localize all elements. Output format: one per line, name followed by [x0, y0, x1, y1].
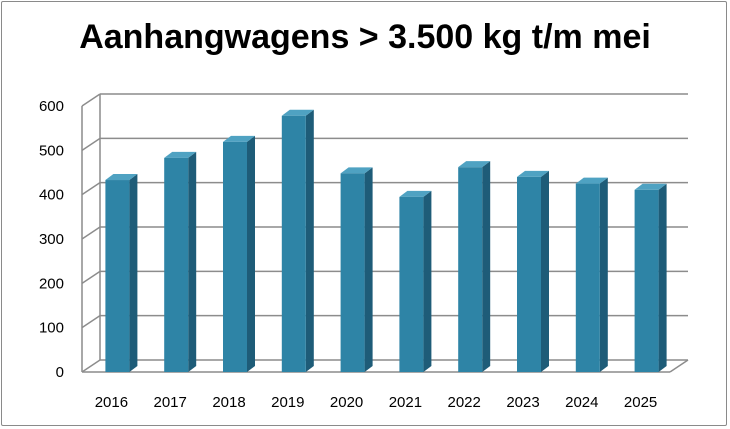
bar [575, 177, 608, 372]
bar-side [599, 177, 608, 372]
y-tick-label: 200 [39, 275, 64, 292]
x-tick-label: 2024 [565, 394, 598, 411]
bar-front [281, 115, 306, 373]
bar-front [105, 180, 130, 372]
bar-side [364, 167, 373, 372]
x-tick-label: 2020 [330, 394, 363, 411]
bar-top [281, 109, 314, 116]
bar-top [105, 174, 138, 181]
bar-top [164, 151, 197, 158]
bar-side [482, 161, 491, 372]
bar [340, 167, 373, 372]
bar [634, 183, 667, 372]
bar-front [399, 196, 424, 372]
bar-top [634, 183, 667, 190]
x-tick-label: 2021 [389, 394, 422, 411]
bar [517, 170, 549, 372]
bar-top [458, 161, 491, 168]
bar-side [188, 151, 197, 372]
gridline-side [81, 270, 101, 284]
bar [399, 190, 432, 372]
bar-side [541, 170, 549, 372]
bar-front [575, 183, 600, 372]
y-tick-label: 300 [39, 231, 64, 248]
gridline-side [81, 226, 101, 240]
x-tick-label: 2019 [271, 394, 304, 411]
bar-top [340, 167, 373, 174]
bar-side [658, 183, 667, 372]
gridline-side [81, 137, 101, 151]
bar-side [129, 174, 138, 372]
y-tick-label: 600 [39, 98, 64, 115]
y-tick-label: 400 [39, 187, 64, 204]
x-tick-label: 2018 [212, 394, 245, 411]
y-axis-ticks: 0 100 200 300 400 500 600 [39, 98, 64, 381]
gridline-side [81, 93, 101, 107]
bar-side [423, 190, 432, 372]
bar [223, 135, 255, 372]
bar [281, 109, 314, 373]
bar-front [634, 189, 659, 372]
bar [458, 161, 491, 372]
bar-top [399, 190, 432, 197]
bar-front [458, 167, 483, 372]
bar-top [223, 135, 255, 142]
chart-title: Aanhangwagens > 3.500 kg t/m mei [79, 18, 651, 56]
gridline-side [81, 315, 101, 329]
bar-side [247, 135, 255, 372]
bar-top [517, 170, 549, 177]
x-tick-label: 2016 [95, 394, 128, 411]
bar-side [305, 109, 314, 373]
x-tick-label: 2023 [506, 394, 539, 411]
bar-front [164, 157, 189, 372]
x-tick-label: 2022 [448, 394, 481, 411]
bar [164, 151, 197, 372]
bar-front [223, 141, 247, 372]
bar [105, 174, 138, 372]
bar-top [575, 177, 608, 184]
bar-front [517, 176, 541, 372]
y-tick-label: 500 [39, 142, 64, 159]
x-axis-ticks: 2016 2017 2018 2019 2020 2021 2022 2023 2024 2025 [95, 394, 658, 411]
bar-layer [105, 109, 667, 373]
gridline-side [81, 182, 101, 196]
bar-front [340, 173, 365, 372]
floor-edge [669, 359, 689, 373]
x-tick-label: 2025 [624, 394, 657, 411]
y-tick-label: 100 [39, 320, 64, 337]
y-tick-label: 0 [56, 364, 64, 381]
x-tick-label: 2017 [154, 394, 187, 411]
gridline-side [81, 359, 101, 373]
